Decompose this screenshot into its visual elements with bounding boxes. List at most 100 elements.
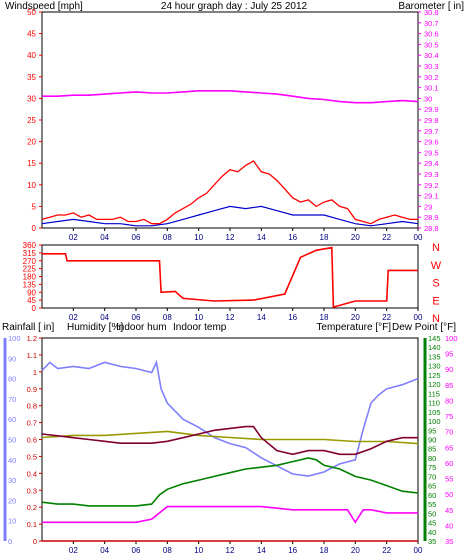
wind-y-tick-label: 15 bbox=[27, 159, 36, 168]
indoor-temp-line bbox=[41, 425, 418, 456]
x-tick-label: 10 bbox=[194, 313, 203, 322]
x-tick-label: 20 bbox=[351, 313, 360, 322]
baro-y-tick-label: 29.2 bbox=[424, 181, 439, 190]
dir-y-tick-label: 135 bbox=[23, 280, 37, 289]
compass-label: N bbox=[432, 313, 440, 325]
temperature-y-tick-label: 50 bbox=[428, 509, 436, 518]
x-tick-label: 16 bbox=[288, 313, 297, 322]
baro-y-tick-label: 29 bbox=[424, 202, 432, 211]
rain-y-tick-label: 0.3 bbox=[27, 486, 37, 495]
x-tick-label: 22 bbox=[382, 233, 391, 242]
dew-point-y-tick-label: 65 bbox=[445, 443, 453, 452]
baro-y-tick-label: 29.8 bbox=[424, 116, 439, 125]
humidity-y-tick-label: 100 bbox=[8, 334, 21, 343]
humidity-y-tick-label: 30 bbox=[8, 476, 16, 485]
rain-y-tick-label: 0.5 bbox=[27, 452, 37, 461]
baro-y-tick-label: 29.4 bbox=[424, 159, 439, 168]
baro-y-tick-label: 30.3 bbox=[424, 62, 439, 71]
panel-2-frame bbox=[41, 244, 419, 309]
x-tick-label: 12 bbox=[226, 233, 235, 242]
dew-point-y-tick-label: 45 bbox=[445, 506, 453, 515]
baro-y-tick-label: 30.4 bbox=[424, 51, 439, 60]
temperature-y-tick-label: 75 bbox=[428, 463, 436, 472]
baro-y-tick-label: 29.9 bbox=[424, 105, 439, 114]
temperature-y-tick-label: 60 bbox=[428, 491, 436, 500]
dew-point-y-tick-label: 60 bbox=[445, 459, 453, 468]
average-wind-line bbox=[41, 205, 419, 227]
temperature-y-tick-label: 55 bbox=[428, 500, 436, 509]
x-tick-label: 14 bbox=[257, 313, 266, 322]
rain-y-tick-label: 1.2 bbox=[27, 334, 37, 343]
dir-y-tick-label: 90 bbox=[27, 288, 36, 297]
humidity-y-tick-label: 0 bbox=[8, 537, 12, 546]
data-series bbox=[41, 90, 419, 542]
baro-y-tick-label: 28.9 bbox=[424, 213, 439, 222]
temperature-y-tick-label: 135 bbox=[428, 352, 441, 361]
panel-3-frame bbox=[41, 337, 419, 542]
x-tick-label: 14 bbox=[257, 233, 266, 242]
temperature-y-tick-label: 85 bbox=[428, 445, 436, 454]
x-tick-label: 04 bbox=[100, 546, 109, 555]
temperature-line bbox=[41, 457, 419, 507]
dew-point-y-tick-label: 40 bbox=[445, 521, 453, 530]
baro-y-tick-label: 30.1 bbox=[424, 84, 439, 93]
temperature-y-tick-label: 45 bbox=[428, 519, 436, 528]
humidity-axis-label: Humidity [%] bbox=[67, 322, 123, 333]
humidity-y-tick-label: 40 bbox=[8, 456, 16, 465]
windspeed-axis-label: Windspeed [mph] bbox=[5, 1, 83, 12]
wind-direction-line bbox=[42, 246, 418, 309]
baro-y-tick-label: 29.3 bbox=[424, 170, 439, 179]
compass-label: W bbox=[431, 260, 442, 272]
dir-y-tick-label: 0 bbox=[32, 304, 37, 313]
temperature-y-tick-label: 35 bbox=[428, 537, 436, 546]
x-tick-label: 12 bbox=[226, 313, 235, 322]
dir-y-tick-label: 45 bbox=[27, 296, 36, 305]
chart-title: 24 hour graph day : July 25 2012 bbox=[161, 1, 308, 12]
baro-y-tick-label: 29.7 bbox=[424, 127, 439, 136]
temperature-y-tick-label: 90 bbox=[428, 436, 436, 445]
humidity-line bbox=[41, 359, 419, 477]
x-tick-label: 12 bbox=[226, 546, 235, 555]
compass-label: N bbox=[432, 242, 440, 254]
temperature-y-tick-label: 110 bbox=[428, 399, 440, 408]
panel-1-frame bbox=[41, 11, 419, 229]
x-tick-label: 10 bbox=[194, 233, 203, 242]
temperature-y-tick-label: 120 bbox=[428, 380, 441, 389]
dew-point-y-tick-label: 95 bbox=[445, 350, 453, 359]
baro-y-tick-label: 28.8 bbox=[424, 224, 439, 233]
baro-y-tick-label: 30.5 bbox=[424, 40, 439, 49]
humidity-y-tick-label: 10 bbox=[8, 517, 16, 526]
x-tick-label: 02 bbox=[69, 233, 78, 242]
temperature-y-tick-label: 80 bbox=[428, 454, 436, 463]
x-tick-label: 00 bbox=[414, 233, 423, 242]
temperature-y-tick-label: 70 bbox=[428, 472, 436, 481]
dew-point-y-tick-label: 75 bbox=[445, 412, 453, 421]
temperature-y-tick-label: 40 bbox=[428, 528, 436, 537]
dew-point-y-tick-label: 85 bbox=[445, 381, 453, 390]
x-tick-label: 16 bbox=[288, 546, 297, 555]
x-tick-label: 18 bbox=[320, 313, 329, 322]
x-tick-label: 20 bbox=[351, 233, 360, 242]
dew-point-y-tick-label: 50 bbox=[445, 490, 453, 499]
dir-y-tick-label: 360 bbox=[23, 241, 37, 250]
dew-point-y-tick-label: 70 bbox=[445, 428, 453, 437]
windspeed-line bbox=[41, 160, 418, 225]
baro-y-tick-label: 30 bbox=[424, 94, 432, 103]
indoor-humidity-label: Indoor hum bbox=[116, 322, 167, 333]
temperature-y-tick-label: 115 bbox=[428, 389, 440, 398]
compass-label: S bbox=[432, 278, 439, 290]
temperature-y-tick-label: 125 bbox=[428, 371, 441, 380]
dir-y-tick-label: 270 bbox=[23, 257, 37, 266]
temperature-y-tick-label: 95 bbox=[428, 426, 436, 435]
barometer-line bbox=[42, 90, 419, 104]
x-tick-label: 02 bbox=[69, 313, 78, 322]
x-tick-label: 10 bbox=[194, 546, 203, 555]
humidity-y-tick-label: 70 bbox=[8, 395, 16, 404]
dir-y-tick-label: 225 bbox=[23, 265, 37, 274]
x-tick-label: 00 bbox=[414, 546, 423, 555]
rain-y-tick-label: 0.1 bbox=[27, 520, 37, 529]
x-tick-label: 08 bbox=[163, 546, 172, 555]
temperature-y-tick-label: 105 bbox=[428, 408, 441, 417]
rain-y-tick-label: 0.8 bbox=[27, 402, 37, 411]
